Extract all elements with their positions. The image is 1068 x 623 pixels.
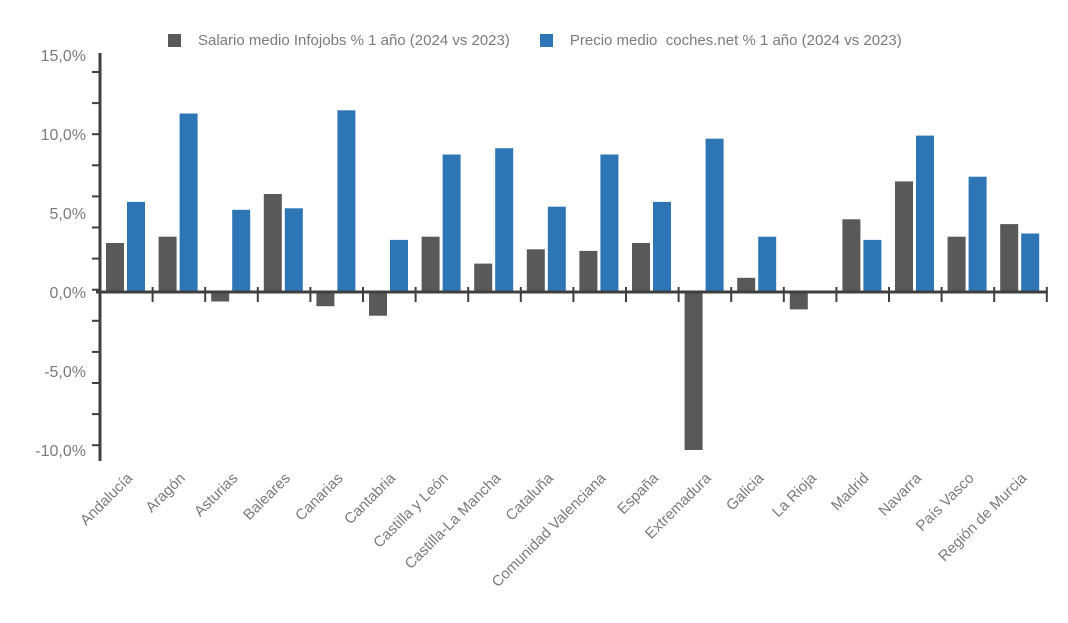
bar-salario-Aragón xyxy=(158,236,177,292)
bar-salario-País Vasco xyxy=(947,236,966,292)
bar-precio-Región de Murcia xyxy=(1021,233,1040,292)
bar-salario-Madrid xyxy=(842,219,861,292)
bar-salario-La Rioja xyxy=(789,292,808,310)
bar-precio-Cantabria xyxy=(390,239,408,292)
bar-salario-Asturias xyxy=(211,292,230,302)
bar-salario-Cataluña xyxy=(526,249,545,292)
bar-precio-Cataluña xyxy=(547,206,566,292)
bar-precio-Andalucía xyxy=(127,201,145,292)
x-label-Baleares: Baleares xyxy=(240,470,294,524)
precio-legend-label: Precio medio coches.net % 1 año (2024 vs… xyxy=(569,32,902,49)
y-label-10,0%: 10,0% xyxy=(41,127,86,144)
bar-salario-Navarra xyxy=(895,181,913,292)
y-label--5,0%: -5,0% xyxy=(44,364,86,381)
legend-item-salario: Salario medio Infojobs % 1 año (2024 vs … xyxy=(168,32,510,49)
bar-precio-Canarias xyxy=(337,110,356,292)
bar-precio-Aragón xyxy=(179,113,198,292)
x-label-Canarias: Canarias xyxy=(292,470,346,524)
y-label-5,0%: 5,0% xyxy=(50,206,86,223)
bar-precio-Asturias xyxy=(232,209,251,292)
bar-precio-País Vasco xyxy=(968,176,987,292)
bar-salario-Extremadura xyxy=(684,292,703,450)
bar-precio-Comunidad Valenciana xyxy=(600,154,619,292)
bar-precio-Castilla y León xyxy=(442,154,461,292)
precio-legend-swatch xyxy=(539,34,553,47)
bar-salario-Baleares xyxy=(263,194,282,292)
bar-precio-Castilla-La Mancha xyxy=(495,148,514,292)
legend-item-precio: Precio medio coches.net % 1 año (2024 vs… xyxy=(539,32,902,49)
x-label-Andalucía: Andalucía xyxy=(77,469,137,529)
bar-precio-España xyxy=(653,201,671,292)
x-label-Aragón: Aragón xyxy=(143,470,189,516)
salario-legend-swatch xyxy=(168,34,181,47)
bar-salario-España xyxy=(632,243,650,292)
x-label-Castilla-La Mancha: Castilla-La Mancha xyxy=(402,469,505,572)
bar-salario-Castilla y León xyxy=(421,236,440,292)
bar-salario-Andalucía xyxy=(106,243,124,292)
bar-precio-Baleares xyxy=(284,208,303,292)
bar-salario-Galicia xyxy=(737,277,756,292)
x-label-Asturias: Asturias xyxy=(191,470,241,520)
bar-precio-Galicia xyxy=(758,236,777,292)
bar-salario-Canarias xyxy=(316,292,335,307)
y-label-0,0%: 0,0% xyxy=(50,285,86,302)
y-label--10,0%: -10,0% xyxy=(35,443,86,460)
bar-precio-Navarra xyxy=(916,135,934,292)
bar-salario-Castilla-La Mancha xyxy=(474,263,493,292)
bar-precio-Extremadura xyxy=(705,138,724,292)
x-label-Madrid: Madrid xyxy=(828,470,872,514)
salario-legend-label: Salario medio Infojobs % 1 año (2024 vs … xyxy=(198,32,510,49)
x-label-Galicia: Galicia xyxy=(723,469,768,514)
y-label-15,0%: 15,0% xyxy=(41,48,86,65)
x-label-La Rioja: La Rioja xyxy=(769,469,820,520)
x-label-Navarra: Navarra xyxy=(875,469,925,519)
bar-salario-Comunidad Valenciana xyxy=(579,250,598,292)
bar-salario-Región de Murcia xyxy=(1000,224,1019,292)
chart-legend: Salario medio Infojobs % 1 año (2024 vs … xyxy=(168,32,902,49)
x-label-España: España xyxy=(614,469,662,517)
x-label-Región de Murcia: Región de Murcia xyxy=(935,469,1031,565)
bar-precio-Madrid xyxy=(863,239,882,292)
x-label-Cataluña: Cataluña xyxy=(502,469,557,524)
bar-salario-Cantabria xyxy=(369,292,387,316)
